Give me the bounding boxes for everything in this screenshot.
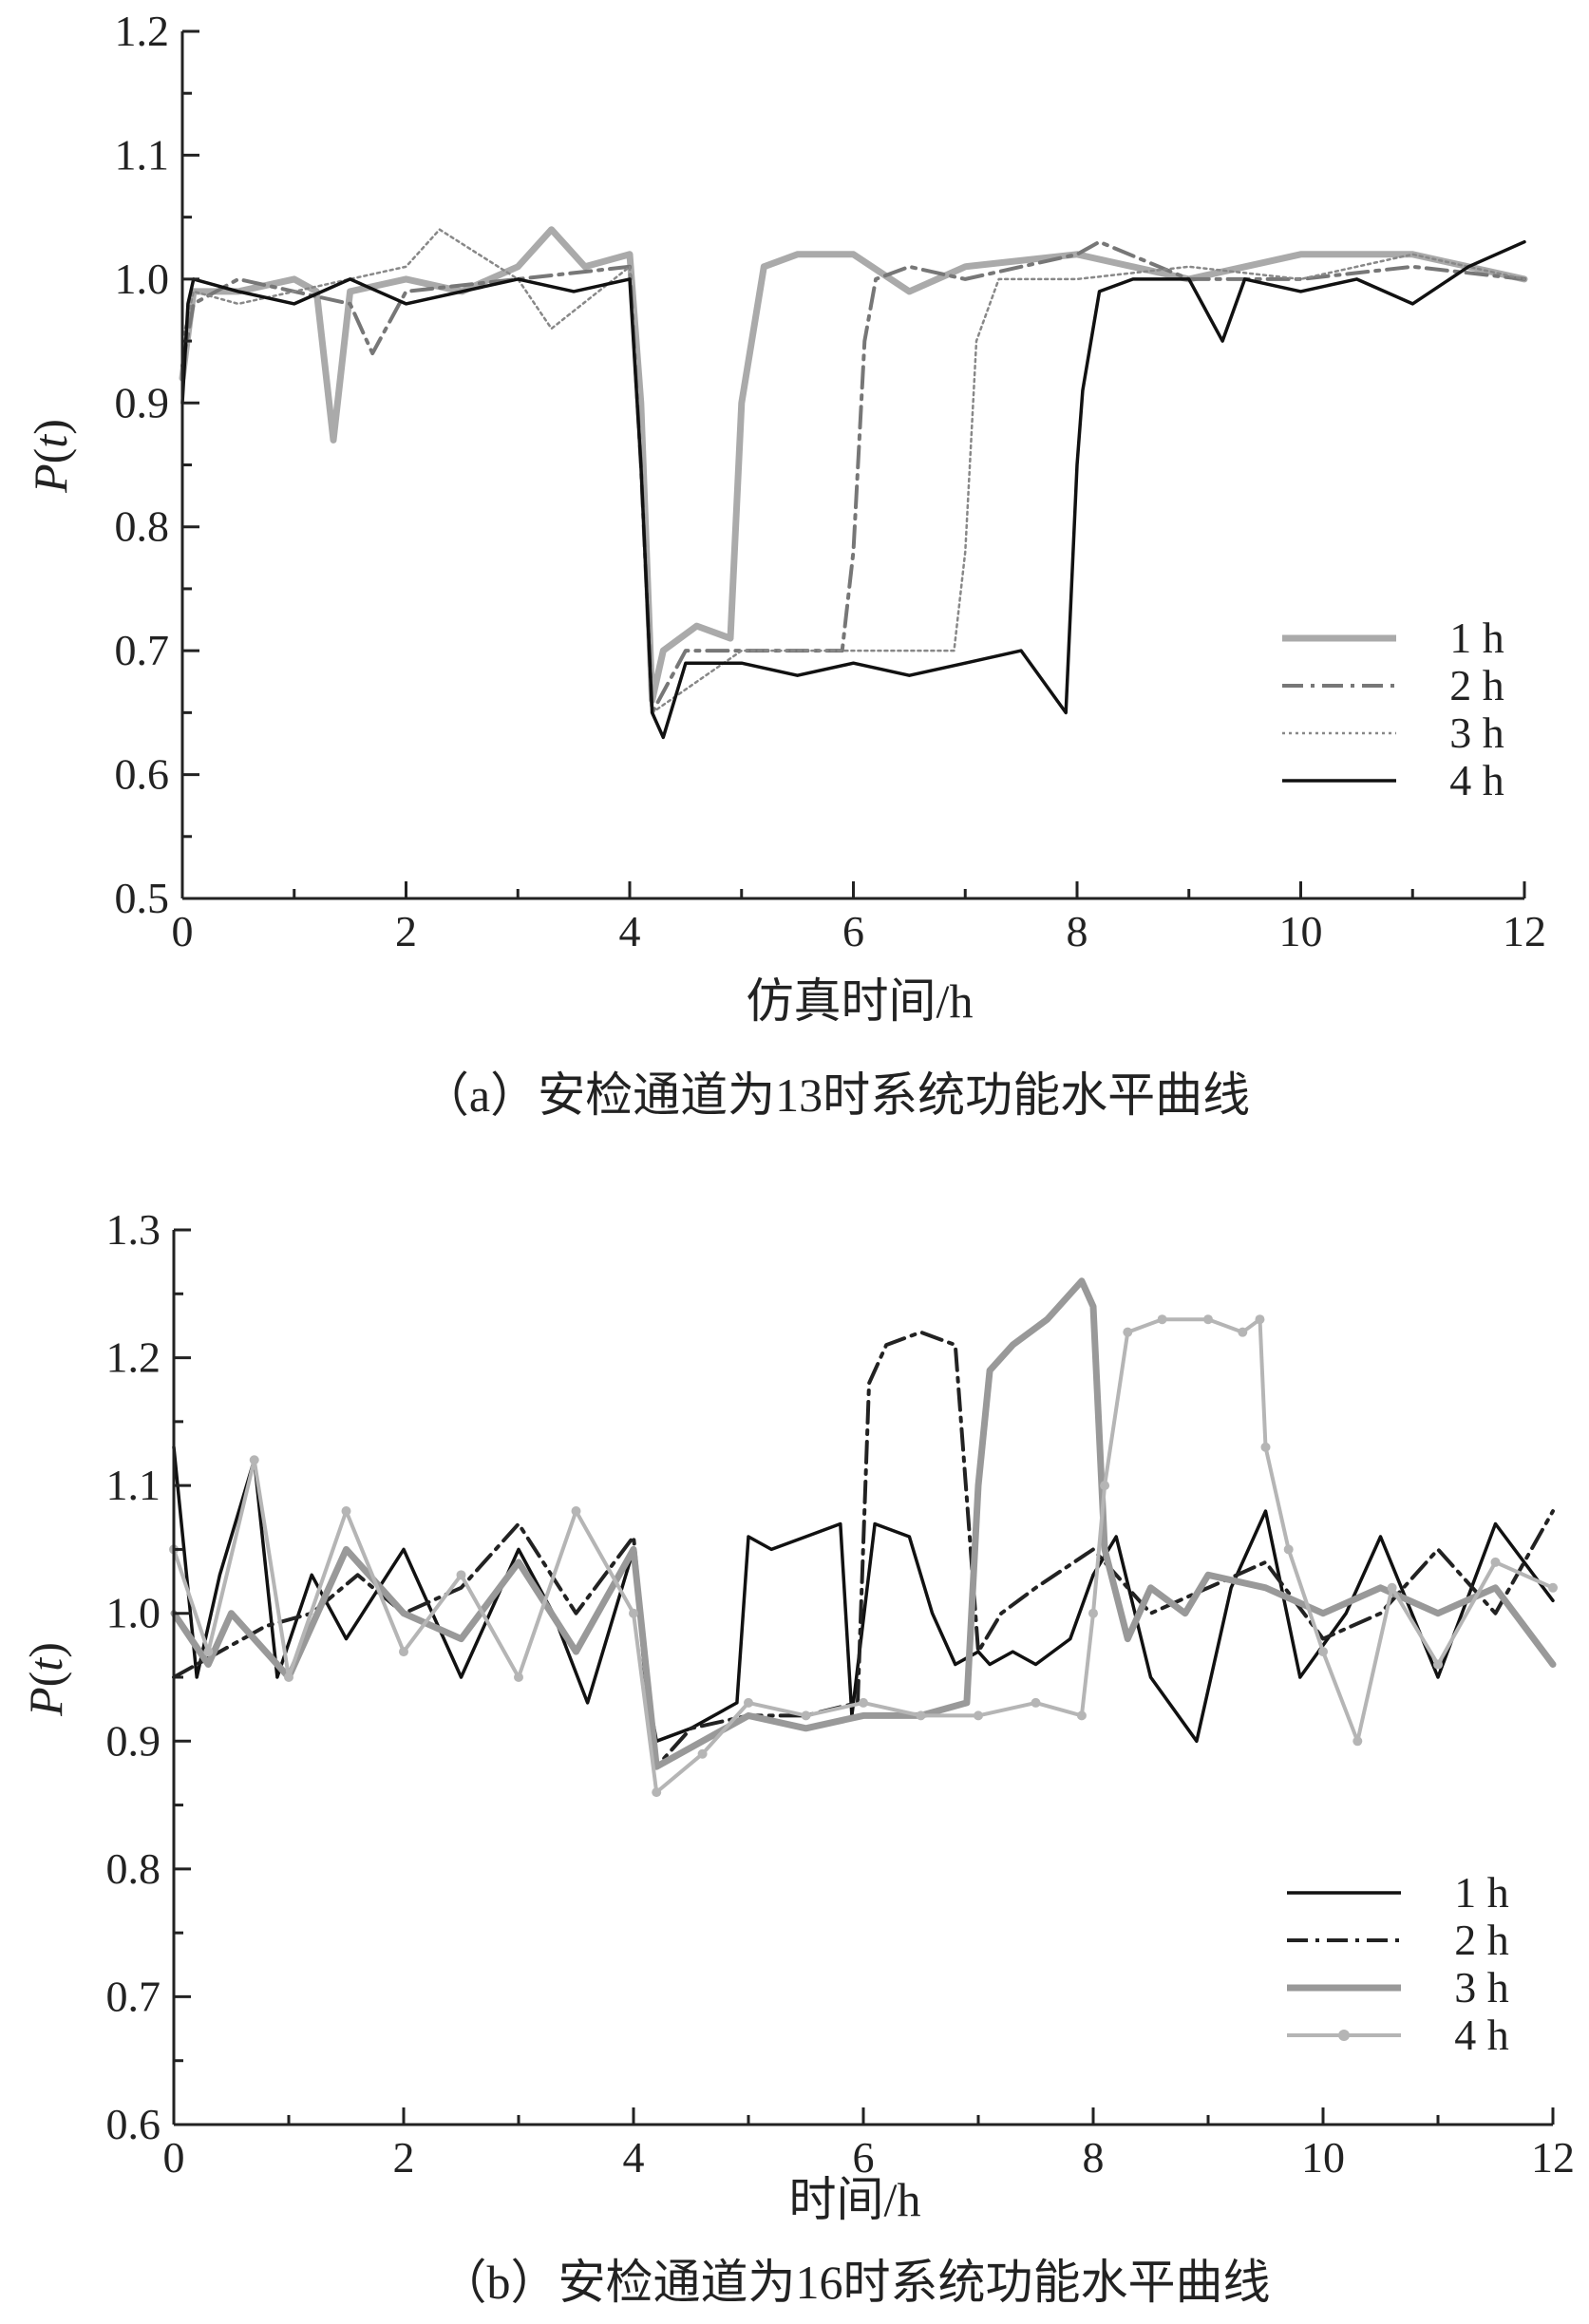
series-line-1 bbox=[179, 226, 1528, 704]
series-marker bbox=[249, 1455, 259, 1465]
plot-area-a: 0 2 4 6 8 10 12 0.5 0.6 0.7 0.8 0.9 1.0 1.1 1.2 bbox=[115, 7, 1547, 955]
y-tick-label: 0.8 bbox=[106, 1844, 161, 1893]
plot-area-b: 0 2 4 6 8 10 12 0.6 0.7 0.8 0.9 1.0 1.1 1.2 1.3 bbox=[106, 1205, 1576, 2182]
series-marker bbox=[1318, 1647, 1328, 1657]
y-tick-label: 0.9 bbox=[106, 1716, 161, 1765]
series-marker bbox=[1433, 1659, 1443, 1670]
series-marker bbox=[629, 1608, 638, 1618]
y-tick-label: 1.0 bbox=[106, 1589, 161, 1637]
series-layer-a bbox=[179, 226, 1528, 740]
legend-label-2: 2 h bbox=[1454, 1916, 1509, 1964]
x-tick-label: 2 bbox=[395, 907, 417, 955]
series-marker bbox=[284, 1672, 293, 1682]
y-tick-label: 0.7 bbox=[106, 1972, 161, 2020]
series-marker bbox=[697, 1748, 708, 1759]
series-marker bbox=[1283, 1544, 1294, 1555]
series-marker bbox=[1157, 1314, 1167, 1325]
legend-label-3: 3 h bbox=[1454, 1963, 1509, 2012]
y-tick-label: 0.9 bbox=[115, 378, 170, 426]
x-tick-label: 6 bbox=[853, 2133, 875, 2182]
y-axis-title-var-b: t bbox=[19, 1657, 72, 1672]
series-marker bbox=[1387, 1582, 1397, 1593]
series-marker bbox=[399, 1647, 408, 1657]
series-marker bbox=[1031, 1697, 1041, 1708]
legend-label-2: 2 h bbox=[1449, 661, 1504, 709]
series-marker bbox=[514, 1672, 523, 1682]
x-tick-label: 12 bbox=[1531, 2133, 1575, 2182]
x-tick-label: 10 bbox=[1301, 2133, 1345, 2182]
x-tick-label: 0 bbox=[172, 907, 194, 955]
series-line-2 bbox=[180, 239, 1526, 715]
series-marker bbox=[801, 1710, 811, 1721]
series-marker bbox=[341, 1506, 351, 1517]
legend-label-1: 1 h bbox=[1449, 614, 1504, 662]
ticks-a: 0 2 4 6 8 10 12 0.5 0.6 0.7 0.8 0.9 1.0 1.1 1.2 bbox=[115, 7, 1547, 955]
series-marker bbox=[1260, 1442, 1271, 1452]
legend-a: 1 h2 h3 h4 h bbox=[1282, 614, 1504, 804]
series-marker bbox=[1548, 1582, 1558, 1593]
series-marker bbox=[571, 1506, 581, 1517]
y-tick-label: 1.0 bbox=[115, 255, 170, 303]
y-axis-title-main-a: P bbox=[24, 463, 77, 494]
x-tick-label: 2 bbox=[393, 2133, 415, 2182]
y-axis-title-a: P(t) bbox=[24, 419, 77, 494]
caption-b: （b）安检通道为16时系统功能水平曲线 bbox=[440, 2256, 1271, 2309]
series-marker bbox=[1123, 1327, 1133, 1337]
y-tick-label: 1.1 bbox=[106, 1461, 161, 1509]
y-axis-title-main-b: P bbox=[19, 1687, 72, 1717]
legend-label-3: 3 h bbox=[1449, 709, 1504, 757]
x-tick-label: 8 bbox=[1083, 2133, 1105, 2182]
series-marker bbox=[1203, 1314, 1213, 1325]
x-tick-label: 4 bbox=[619, 907, 641, 955]
axes-a bbox=[180, 31, 1524, 900]
series-marker bbox=[652, 1787, 662, 1798]
series-marker bbox=[1088, 1608, 1098, 1618]
chart-panel-a: 0 2 4 6 8 10 12 0.5 0.6 0.7 0.8 0.9 1.0 1.1 1.2 仿真时间/h… bbox=[24, 7, 1546, 1122]
ticks-b: 0 2 4 6 8 10 12 0.6 0.7 0.8 0.9 1.0 1.1 1.2 1.3 bbox=[106, 1205, 1576, 2182]
series-marker bbox=[974, 1710, 983, 1721]
series-marker bbox=[1076, 1710, 1087, 1721]
x-axis-title-a: 仿真时间/h bbox=[747, 974, 974, 1028]
x-axis-title-b: 时间/h bbox=[789, 2173, 921, 2226]
series-line-4 bbox=[180, 239, 1526, 740]
y-tick-label: 0.6 bbox=[115, 750, 170, 799]
x-tick-label: 12 bbox=[1503, 907, 1546, 955]
y-tick-label: 1.2 bbox=[115, 7, 170, 55]
y-tick-label: 0.5 bbox=[115, 874, 170, 922]
y-axis-title-var-a: t bbox=[24, 434, 77, 448]
series-line-4 bbox=[172, 1317, 1555, 1795]
legend-label-4: 4 h bbox=[1449, 756, 1504, 804]
x-tick-label: 0 bbox=[163, 2133, 185, 2182]
series-marker bbox=[744, 1697, 753, 1708]
x-tick-label: 4 bbox=[623, 2133, 645, 2182]
caption-a: （a）安检通道为13时系统功能水平曲线 bbox=[422, 1068, 1250, 1122]
series-marker bbox=[1353, 1736, 1363, 1747]
series-line-3 bbox=[170, 1277, 1557, 1770]
x-tick-label: 10 bbox=[1279, 907, 1323, 955]
legend-label-4: 4 h bbox=[1454, 2011, 1509, 2059]
series-marker bbox=[916, 1710, 926, 1721]
y-tick-label: 0.8 bbox=[115, 502, 170, 551]
x-tick-label: 6 bbox=[842, 907, 864, 955]
legend-label-1: 1 h bbox=[1454, 1868, 1509, 1917]
y-tick-label: 1.3 bbox=[106, 1205, 161, 1254]
series-marker bbox=[1490, 1557, 1501, 1567]
y-tick-label: 0.7 bbox=[115, 626, 170, 674]
series-marker bbox=[456, 1570, 466, 1580]
series-marker bbox=[1255, 1314, 1265, 1325]
series-marker bbox=[859, 1697, 868, 1708]
y-axis-title-b: P(t) bbox=[19, 1642, 72, 1717]
y-tick-label: 1.1 bbox=[115, 130, 170, 179]
legend-marker bbox=[1338, 2030, 1350, 2041]
series-marker bbox=[203, 1647, 214, 1657]
chart-panel-b: 0 2 4 6 8 10 12 0.6 0.7 0.8 0.9 1.0 1.1 1.2 1.3 时间/h P… bbox=[19, 1205, 1575, 2309]
legend-b: 1 h2 h3 h4 h bbox=[1287, 1868, 1509, 2059]
series-marker bbox=[1238, 1327, 1248, 1337]
x-tick-label: 8 bbox=[1067, 907, 1088, 955]
y-tick-label: 0.6 bbox=[106, 2100, 161, 2148]
series-marker bbox=[1100, 1481, 1110, 1491]
y-tick-label: 1.2 bbox=[106, 1333, 161, 1382]
series-layer-b bbox=[169, 1277, 1558, 1798]
